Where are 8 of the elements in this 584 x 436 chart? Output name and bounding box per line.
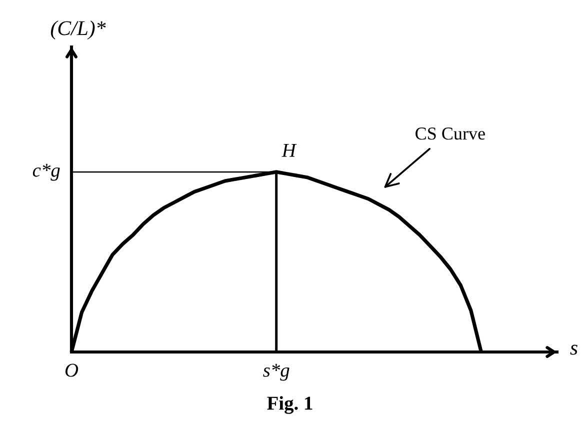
caption: Fig. 1 xyxy=(267,396,312,414)
annotation: H xyxy=(282,144,297,157)
x-tick-label: s*g xyxy=(263,364,290,381)
x-tick-label: O xyxy=(65,364,78,377)
text: CS Curve xyxy=(416,128,485,140)
text: (C/L)* xyxy=(50,20,106,40)
x-axis-title: s xyxy=(570,344,578,355)
annotation: c*g xyxy=(32,164,60,181)
